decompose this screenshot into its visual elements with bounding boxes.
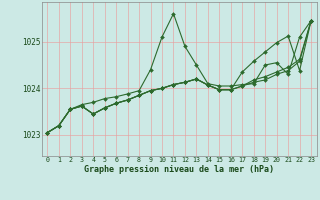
X-axis label: Graphe pression niveau de la mer (hPa): Graphe pression niveau de la mer (hPa)	[84, 165, 274, 174]
